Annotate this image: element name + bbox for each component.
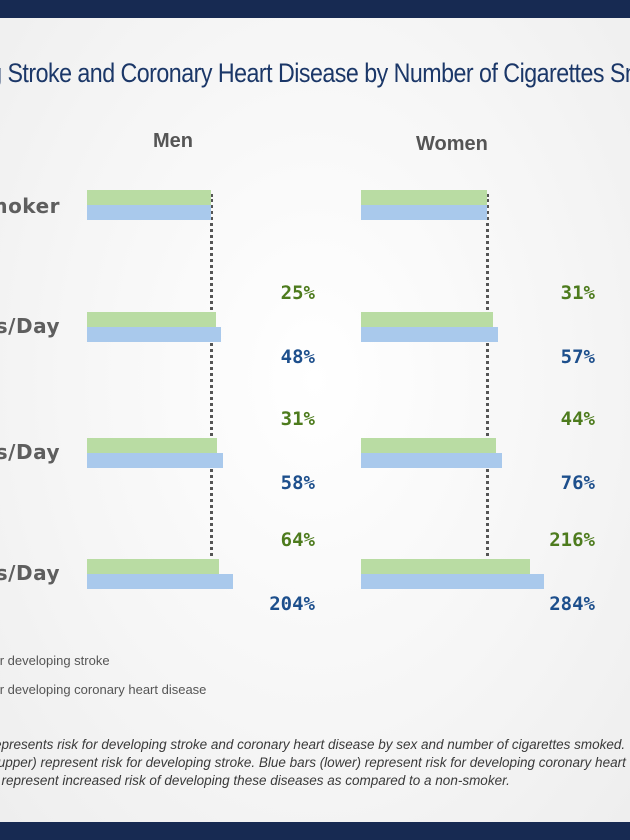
- legend-chd: Risk for developing coronary heart disea…: [0, 682, 207, 697]
- label-stroke-women-3: 216%: [549, 529, 595, 551]
- footnote-line-2: Green bars (upper) represent risk for de…: [0, 755, 630, 770]
- panel-title-men: Men: [153, 130, 193, 152]
- bar-stroke-men-0: [87, 190, 211, 205]
- label-chd-men-1: 48%: [280, 346, 315, 368]
- baseline-line-women: [486, 194, 489, 586]
- legend-stroke: Risk for developing stroke: [0, 653, 110, 668]
- row-label-never-smoker: Never Smoker: [0, 194, 60, 218]
- row-label-5-14: 5-14 Cigarettes/Day: [0, 440, 60, 464]
- label-stroke-women-2: 44%: [560, 408, 595, 430]
- label-stroke-men-1: 25%: [280, 282, 315, 304]
- footnote-line-3: Percentages represent increased risk of …: [0, 773, 510, 788]
- bar-stroke-women-1: [361, 312, 494, 327]
- bottom-frame-bar: [0, 822, 630, 840]
- baseline-line-men: [210, 194, 213, 586]
- footnote-line-1: This graph represents risk for developin…: [0, 737, 626, 752]
- bar-chd-women-2: [361, 453, 503, 468]
- bar-chd-men-0: [87, 205, 211, 220]
- label-chd-men-3: 204%: [269, 593, 315, 615]
- bar-chd-women-1: [361, 327, 499, 342]
- chart-canvas: Risk for Developing Stroke and Coronary …: [0, 18, 630, 822]
- bar-stroke-men-1: [87, 312, 216, 327]
- bar-chd-men-1: [87, 327, 221, 342]
- panel-title-women: Women: [416, 133, 488, 155]
- bar-chd-men-2: [87, 453, 223, 468]
- bar-stroke-men-2: [87, 438, 218, 453]
- chart-title: Risk for Developing Stroke and Coronary …: [0, 58, 630, 88]
- bar-stroke-women-3: [361, 559, 531, 574]
- label-chd-women-3: 284%: [549, 593, 595, 615]
- top-frame-bar: [0, 0, 630, 18]
- bar-chd-women-0: [361, 205, 487, 220]
- label-chd-women-1: 57%: [560, 346, 595, 368]
- row-label-15-plus: 15+ Cigarettes/Day: [0, 561, 60, 585]
- bar-chd-men-3: [87, 574, 234, 589]
- row-label-1-4: 1-4 Cigarettes/Day: [0, 314, 60, 338]
- label-stroke-men-3: 64%: [280, 529, 315, 551]
- bar-stroke-women-2: [361, 438, 496, 453]
- label-chd-men-2: 58%: [280, 472, 315, 494]
- bar-chd-women-3: [361, 574, 544, 589]
- label-stroke-women-1: 31%: [560, 282, 595, 304]
- label-chd-women-2: 76%: [560, 472, 595, 494]
- label-stroke-men-2: 31%: [280, 408, 315, 430]
- bar-stroke-men-3: [87, 559, 219, 574]
- bar-stroke-women-0: [361, 190, 487, 205]
